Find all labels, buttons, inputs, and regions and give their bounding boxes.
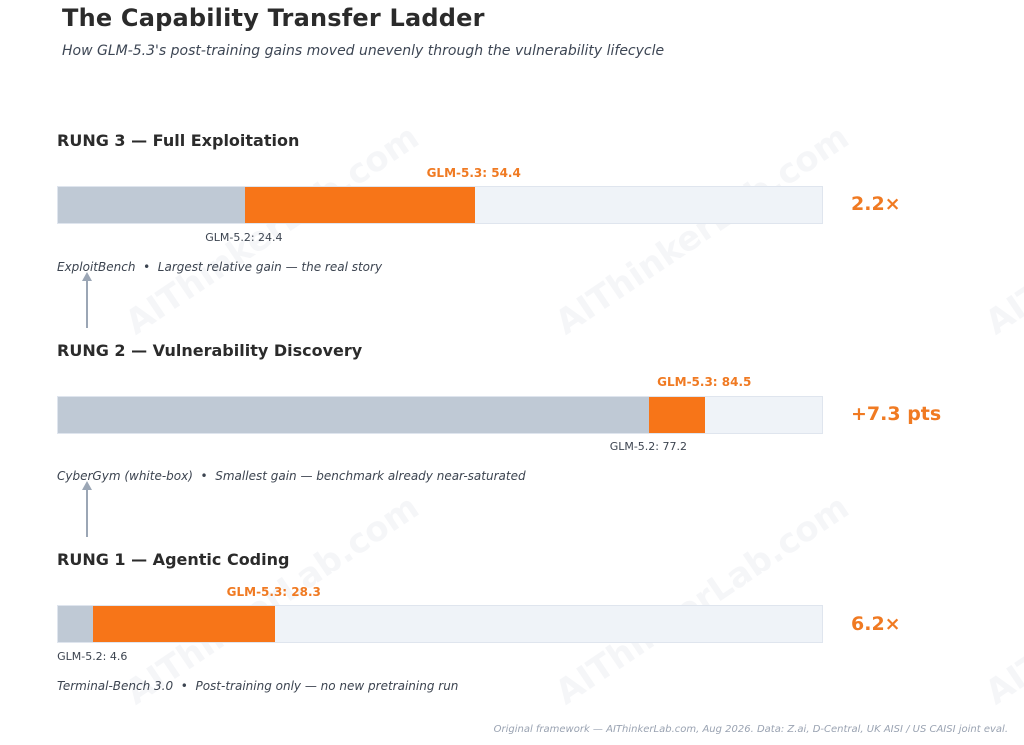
rung-2-glm53-bar bbox=[649, 397, 706, 433]
rung-3-bar-track bbox=[57, 186, 823, 224]
rung-2-gain: +7.3 pts bbox=[851, 403, 942, 425]
rung-3-glm52-label: GLM-5.2: 24.4 bbox=[205, 231, 283, 244]
page-title: The Capability Transfer Ladder bbox=[62, 4, 485, 32]
watermark: AIThinkerLab.com bbox=[978, 117, 1024, 343]
rung-1-glm53-label: GLM-5.3: 28.3 bbox=[226, 585, 321, 599]
arrow-up-icon bbox=[82, 272, 92, 328]
watermark: AIThinkerLab.com bbox=[118, 117, 427, 343]
rung-1-bar-track bbox=[57, 605, 823, 643]
rung-1-glm53-bar bbox=[93, 606, 275, 642]
rung-1-gain: 6.2× bbox=[851, 613, 901, 635]
rung-1-glm52-bar bbox=[58, 606, 94, 642]
rung-2-glm52-bar bbox=[58, 397, 650, 433]
rung-2-bar-track bbox=[57, 396, 823, 434]
rung-1-caption: Terminal-Bench 3.0 • Post-training only … bbox=[57, 679, 459, 693]
rung-2-glm52-label: GLM-5.2: 77.2 bbox=[609, 440, 687, 453]
rung-3-gain: 2.2× bbox=[851, 193, 901, 215]
arrow-up-icon bbox=[82, 481, 92, 537]
watermark: AIThinkerLab.com bbox=[978, 487, 1024, 713]
rung-3-glm53-label: GLM-5.3: 54.4 bbox=[426, 166, 521, 180]
watermark: AIThinkerLab.com bbox=[548, 487, 857, 713]
rung-3-glm52-bar bbox=[58, 187, 245, 223]
watermark: AIThinkerLab.com bbox=[548, 117, 857, 343]
rung-2-glm53-label: GLM-5.3: 84.5 bbox=[657, 375, 752, 389]
rung-2-caption: CyberGym (white-box) • Smallest gain — b… bbox=[57, 469, 526, 483]
footer-source: Original framework — AIThinkerLab.com, A… bbox=[493, 724, 1008, 735]
rung-1-title: RUNG 1 — Agentic Coding bbox=[57, 550, 290, 569]
rung-1-glm52-label: GLM-5.2: 4.6 bbox=[57, 650, 128, 663]
rung-3-glm53-bar bbox=[244, 187, 475, 223]
rung-3-caption: ExploitBench • Largest relative gain — t… bbox=[57, 260, 383, 274]
rung-3-title: RUNG 3 — Full Exploitation bbox=[57, 131, 300, 150]
rung-2-title: RUNG 2 — Vulnerability Discovery bbox=[57, 341, 363, 360]
page-subtitle: How GLM-5.3's post-training gains moved … bbox=[62, 43, 665, 59]
